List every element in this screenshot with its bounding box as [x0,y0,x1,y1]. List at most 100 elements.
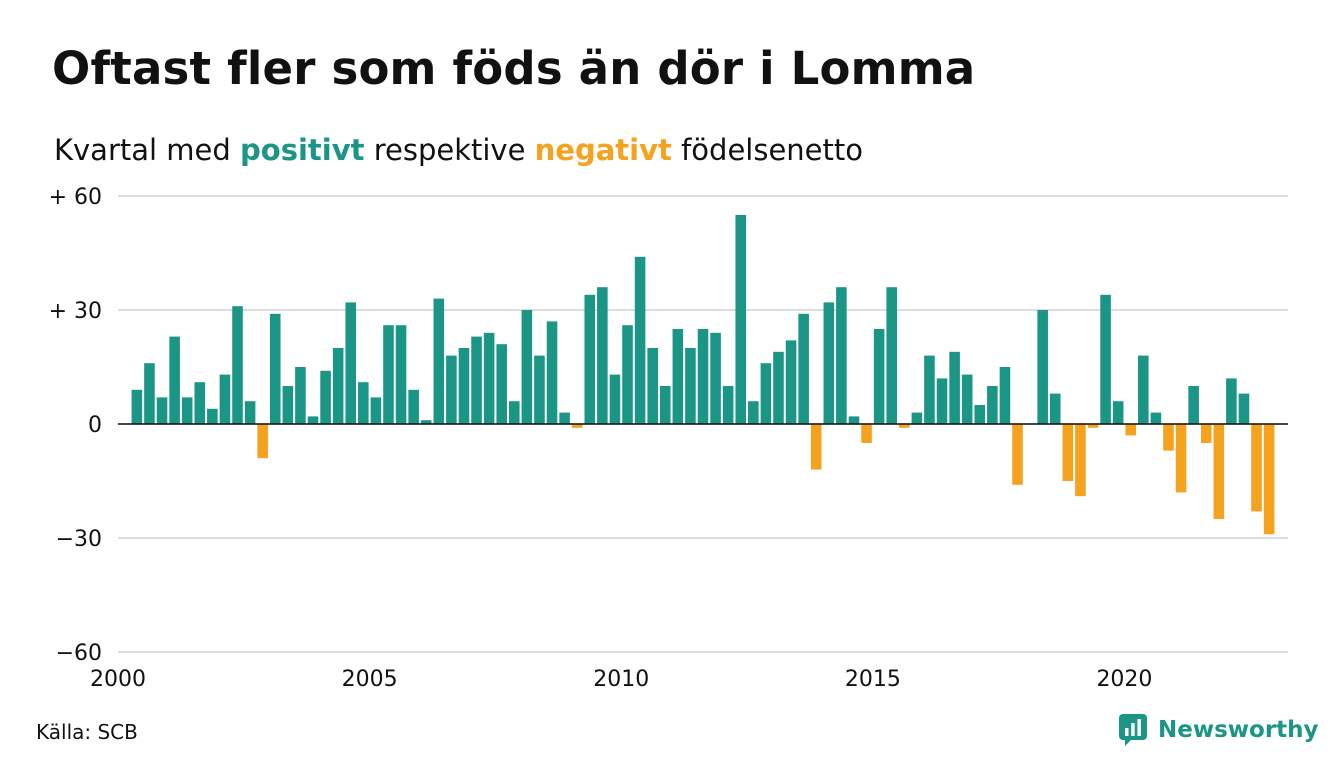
bar [1263,424,1275,535]
bar [924,355,935,424]
bar [1138,355,1149,424]
bar [383,325,394,424]
x-tick-label: 2015 [845,667,901,692]
bar [1163,424,1174,451]
bar [1175,424,1187,493]
bar [257,424,268,459]
bar [446,355,457,424]
bar [1037,310,1048,424]
bar [823,302,835,424]
bar [760,363,772,424]
bar [911,412,923,424]
bar [169,336,180,424]
bar [773,351,784,424]
bar [282,386,294,424]
bar [1075,424,1086,497]
bar [647,348,658,424]
bar [320,370,331,424]
y-tick-label: + 60 [49,185,102,210]
bar [559,412,570,424]
bar [1062,424,1074,481]
subtitle-negative: negativt [534,133,672,167]
bar [194,382,206,424]
bar [697,329,709,424]
bar [156,397,168,424]
bar [358,382,369,424]
x-tick-label: 2020 [1096,667,1152,692]
bar [1012,424,1023,485]
bar [622,325,633,424]
bar [873,329,885,424]
bar [521,310,533,424]
bar [597,287,608,424]
subtitle-post: födelsenetto [681,133,863,167]
bar [483,332,495,424]
bar [408,389,419,424]
bar [471,336,482,424]
bar [144,363,155,424]
bar [1100,294,1111,424]
bar [798,313,809,424]
subtitle-pre: Kvartal med [54,133,231,167]
bar [571,424,583,428]
bar [1125,424,1137,436]
bar [509,401,520,424]
bar [961,374,973,424]
bar [232,306,243,424]
brand-name: Newsworthy [1158,717,1319,743]
bar [886,287,897,424]
x-tick-label: 2005 [342,667,398,692]
bar [899,424,910,428]
bar [735,215,747,424]
bar [685,348,696,424]
bar [295,367,306,424]
bar [861,424,872,443]
bar [710,332,721,424]
bar [949,351,960,424]
bar [207,408,218,424]
chart-title: Oftast fler som föds än dör i Lomma [52,42,976,95]
bar [433,298,445,424]
bar [848,416,860,424]
subtitle-mid: respektive [373,133,526,167]
bar [546,321,558,424]
bar [634,256,646,424]
bar [345,302,357,424]
x-tick-label: 2000 [90,667,146,692]
x-tick-label: 2010 [593,667,649,692]
bar [395,325,407,424]
bar [269,313,281,424]
bar [131,389,143,424]
bar [332,348,344,424]
bar [1226,378,1237,424]
source-note: Källa: SCB [36,720,138,744]
y-tick-label: −60 [56,641,102,666]
bar [974,405,986,424]
bar [181,397,193,424]
newsworthy-logo[interactable]: Newsworthy [1118,712,1319,748]
bar [1049,393,1061,424]
bar [999,367,1011,424]
y-tick-label: + 30 [49,299,102,324]
bar [785,340,797,424]
bar [810,424,822,470]
bar [1112,401,1124,424]
subtitle-positive: positivt [240,133,365,167]
bar [1200,424,1212,443]
bar [672,329,684,424]
bar [219,374,231,424]
bar [370,397,382,424]
bar [534,355,545,424]
y-tick-label: 0 [88,413,102,438]
bar [584,294,596,424]
bar [458,348,470,424]
bar [1188,386,1199,424]
bar [722,386,734,424]
bar [1213,424,1225,519]
bar [987,386,998,424]
bar [307,416,319,424]
bar [1238,393,1250,424]
bar [609,374,621,424]
bar [659,386,671,424]
